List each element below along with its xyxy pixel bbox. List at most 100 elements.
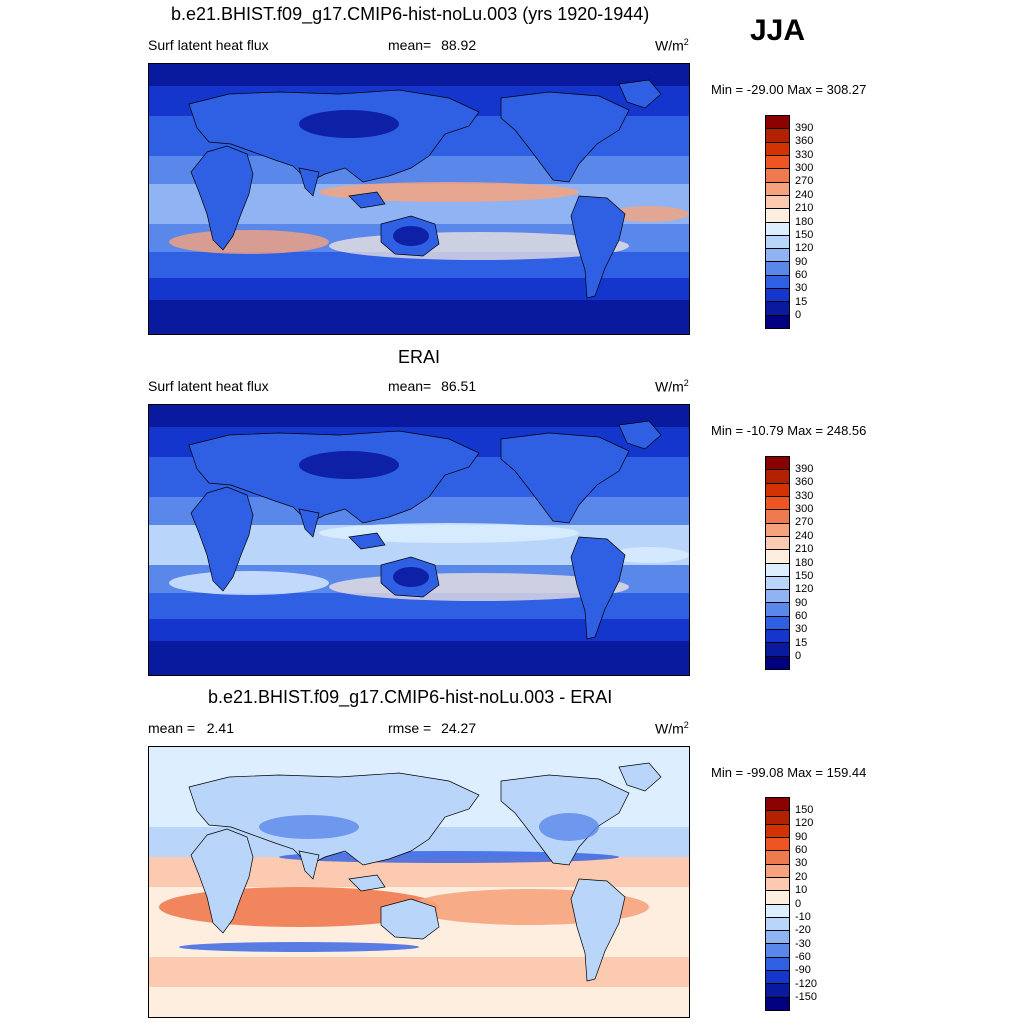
panel-3-minmax: Min = -99.08 Max = 159.44 <box>711 765 867 780</box>
colorbar-swatch <box>766 116 789 129</box>
panel-2-units-base: W/m <box>655 378 684 395</box>
colorbar-tick-label: 10 <box>795 884 808 897</box>
colorbar-tick-label: 210 <box>795 202 814 215</box>
colorbar-swatch <box>766 655 789 669</box>
colorbar-tick-label: -120 <box>795 977 818 990</box>
colorbar-swatch <box>766 850 789 864</box>
panel-3-rmse: rmse = 24.27 <box>388 720 476 736</box>
colorbar-swatch <box>766 956 789 971</box>
panel-1-mean: mean= 88.92 <box>388 37 476 53</box>
colorbar-tick-label: 0 <box>795 309 802 322</box>
panel-2-minmax: Min = -10.79 Max = 248.56 <box>711 423 867 438</box>
colorbar-swatch <box>766 141 789 155</box>
panel-3-units: W/m2 <box>655 720 689 737</box>
colorbar-swatch <box>766 288 789 302</box>
colorbar-tick-label: 60 <box>795 269 808 281</box>
colorbar-tick-label: -30 <box>795 937 811 950</box>
colorbar-swatch <box>766 629 789 643</box>
colorbar-swatch <box>766 836 789 851</box>
colorbar-tick-label: 120 <box>795 242 814 255</box>
panel-2-mean: mean= 86.51 <box>388 378 476 394</box>
colorbar-swatch <box>766 642 789 656</box>
colorbar-swatch <box>766 248 789 262</box>
colorbar-swatch <box>766 549 789 563</box>
colorbar-swatch <box>766 457 789 470</box>
colorbar-tick-label: 60 <box>795 844 808 856</box>
colorbar-swatch <box>766 943 789 957</box>
colorbar-swatch <box>766 876 789 891</box>
panel-2-colorbar <box>765 456 790 670</box>
colorbar-tick-label: 300 <box>795 503 814 515</box>
colorbar-tick-label: 150 <box>795 803 814 816</box>
colorbar-tick-label: 240 <box>795 188 814 201</box>
panel-3-colorbar <box>765 797 790 1011</box>
panel-3-title: b.e21.BHIST.f09_g17.CMIP6-hist-noLu.003 … <box>208 687 613 707</box>
colorbar-tick-label: 270 <box>795 175 814 188</box>
colorbar-tick-label: 90 <box>795 596 808 609</box>
colorbar-swatch <box>766 602 789 616</box>
panel-1-mean-value: 88.92 <box>441 37 477 53</box>
panel-2-variable-label: Surf latent heat flux <box>148 378 269 394</box>
colorbar-tick-label: 15 <box>795 295 808 308</box>
colorbar-tick-label: 210 <box>795 543 814 556</box>
colorbar-tick-label: 390 <box>795 462 814 475</box>
panel-1-minmax: Min = -29.00 Max = 308.27 <box>711 82 867 97</box>
colorbar-swatch <box>766 208 789 222</box>
colorbar-tick-label: 30 <box>795 857 808 870</box>
colorbar-swatch <box>766 863 789 877</box>
panel-1-colorbar <box>765 115 790 329</box>
colorbar-tick-label: 20 <box>795 870 808 883</box>
colorbar-tick-label: -20 <box>795 924 811 937</box>
panel-2-mean-value: 86.51 <box>441 378 477 394</box>
colorbar-tick-label: -60 <box>795 951 811 963</box>
colorbar-swatch <box>766 562 789 576</box>
colorbar-swatch <box>766 823 789 837</box>
colorbar-swatch <box>766 495 789 510</box>
colorbar-swatch <box>766 890 789 904</box>
colorbar-tick-label: 15 <box>795 636 808 649</box>
colorbar-swatch <box>766 314 789 328</box>
colorbar-tick-label: 330 <box>795 148 814 161</box>
colorbar-swatch <box>766 469 789 483</box>
panel-3-map <box>148 746 690 1018</box>
panel-3-units-base: W/m <box>655 720 684 737</box>
colorbar-tick-label: 240 <box>795 529 814 542</box>
colorbar-tick-label: 360 <box>795 135 814 148</box>
colorbar-tick-label: -10 <box>795 910 811 923</box>
colorbar-tick-label: 270 <box>795 516 814 529</box>
colorbar-swatch <box>766 522 789 536</box>
panel-2-units-exponent: 2 <box>683 378 689 388</box>
colorbar-swatch <box>766 482 789 496</box>
colorbar-swatch <box>766 983 789 997</box>
colorbar-tick-label: 0 <box>795 650 802 663</box>
panel-1-map <box>148 63 690 335</box>
colorbar-tick-label: 180 <box>795 215 814 228</box>
colorbar-swatch <box>766 930 789 944</box>
colorbar-tick-label: -90 <box>795 964 811 977</box>
colorbar-swatch <box>766 589 789 603</box>
panel-2-map <box>148 404 690 676</box>
colorbar-swatch <box>766 615 789 630</box>
colorbar-swatch <box>766 509 789 523</box>
season-label: JJA <box>750 14 806 47</box>
panel-2-units: W/m2 <box>655 378 689 395</box>
colorbar-swatch <box>766 181 789 195</box>
colorbar-tick-label: 150 <box>795 228 814 241</box>
colorbar-tick-label: 300 <box>795 162 814 174</box>
panel-1-units: W/m2 <box>655 37 689 54</box>
panel-3-rmse-value: 24.27 <box>441 720 477 736</box>
colorbar-swatch <box>766 128 789 142</box>
panel-1-units-exponent: 2 <box>683 37 689 47</box>
panel-2-mean-label: mean= <box>388 378 432 394</box>
panel-3-mean: mean = 2.41 <box>148 720 235 736</box>
colorbar-swatch <box>766 221 789 235</box>
colorbar-swatch <box>766 261 789 275</box>
colorbar-tick-label: 120 <box>795 583 814 596</box>
colorbar-swatch <box>766 798 789 811</box>
colorbar-tick-label: 90 <box>795 830 808 843</box>
colorbar-swatch <box>766 996 789 1010</box>
colorbar-tick-label: 180 <box>795 556 814 569</box>
colorbar-swatch <box>766 234 789 249</box>
colorbar-tick-label: 330 <box>795 489 814 502</box>
colorbar-tick-label: 60 <box>795 610 808 622</box>
